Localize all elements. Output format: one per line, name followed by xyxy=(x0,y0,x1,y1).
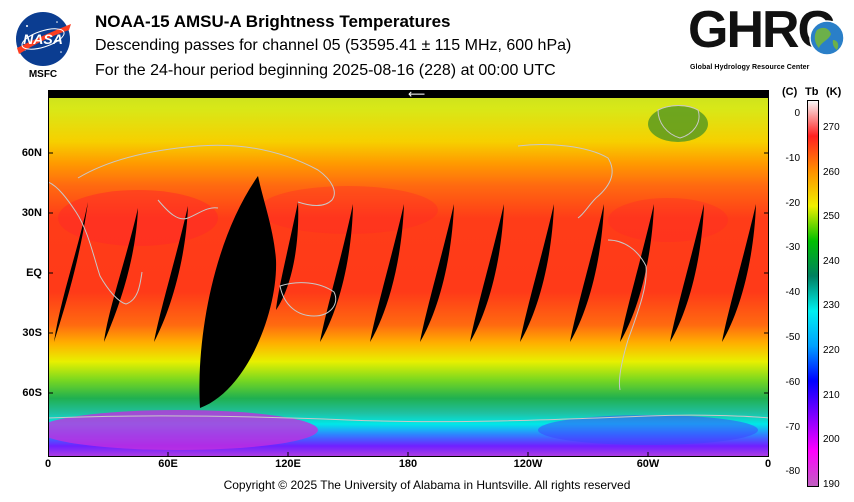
coastline-australia xyxy=(279,282,337,317)
swath-gap xyxy=(199,176,277,408)
globe-icon xyxy=(807,18,847,58)
coastline-arabia-india xyxy=(157,199,219,220)
colorbar-k-tick: 200 xyxy=(823,434,840,446)
colorbar xyxy=(807,100,819,487)
cold-region-greenland xyxy=(648,106,708,142)
lon-label-60w: 60W xyxy=(636,458,660,470)
colorbar-c-tick: -70 xyxy=(785,421,800,433)
colorbar-c-tick: -80 xyxy=(785,466,800,478)
swath-gap xyxy=(520,204,554,342)
nasa-logo: NASA xyxy=(13,10,73,68)
swath-gap xyxy=(370,204,404,342)
colorbar-c-tick: -40 xyxy=(785,287,800,299)
nasa-wordmark: NASA xyxy=(23,31,63,47)
colorbar-unit-k: (K) xyxy=(826,86,842,98)
period-text: For the 24-hour period beginning 2025-08… xyxy=(95,62,556,79)
brightness-map: ⟵ xyxy=(38,87,770,457)
swath-gap xyxy=(420,204,454,342)
swath-gap xyxy=(570,204,604,342)
colorbar-k-tick: 260 xyxy=(823,166,840,178)
no-data-band xyxy=(48,90,769,98)
arrow-left-icon: ⟵ xyxy=(408,90,425,101)
lon-label-60e: 60E xyxy=(158,458,178,470)
swath-gap xyxy=(320,204,353,342)
coastline-north-america xyxy=(517,144,613,219)
coastline-eurasia xyxy=(77,144,335,206)
swath-gaps xyxy=(54,176,756,408)
colorbar-c-tick: -20 xyxy=(785,197,800,209)
warm-region xyxy=(258,186,438,234)
colorbar-k-tick: 270 xyxy=(823,122,840,133)
lat-label-60s: 60S xyxy=(22,387,42,399)
swath-gap xyxy=(104,208,138,342)
coastline-antarctica xyxy=(47,414,770,423)
colorbar-k-tick: 230 xyxy=(823,300,840,312)
ghrc-wordmark: GHRC xyxy=(688,1,835,59)
nasa-label: MSFC xyxy=(28,69,58,80)
colorbar-c-tick: -10 xyxy=(785,152,800,164)
lon-label-0-east: 0 xyxy=(764,458,772,470)
lon-label-120w: 120W xyxy=(513,458,543,470)
swath-gap xyxy=(470,204,504,342)
lat-label-60n: 60N xyxy=(21,147,42,159)
colorbar-c-tick: -50 xyxy=(785,332,800,343)
lon-label-180: 180 xyxy=(398,458,418,470)
swath-gap xyxy=(620,204,654,342)
swath-gap xyxy=(670,204,704,342)
lat-label-30n: 30N xyxy=(21,207,42,219)
colorbar-c-tick: 0 xyxy=(794,108,800,119)
page-title: NOAA-15 AMSU-A Brightness Temperatures xyxy=(95,12,451,31)
ghrc-subtitle: Global Hydrology Resource Center xyxy=(690,64,810,71)
lat-label-eq: EQ xyxy=(26,267,42,279)
coastlines xyxy=(47,105,770,423)
coastline-south-america xyxy=(607,239,647,391)
warm-region xyxy=(608,198,728,242)
swath-gap xyxy=(276,202,299,310)
copyright-footer: Copyright © 2025 The University of Alaba… xyxy=(223,478,631,492)
colorbar-k-tick: 190 xyxy=(823,478,840,490)
warm-region xyxy=(58,190,218,246)
swath-gap xyxy=(154,206,188,342)
coastline-africa xyxy=(47,181,143,305)
colorbar-k-tick: 220 xyxy=(823,345,840,356)
cold-region-antarctica xyxy=(38,410,318,450)
map-ticks xyxy=(48,152,769,457)
colorbar-k-tick: 240 xyxy=(823,255,840,267)
colorbar-c-tick: -60 xyxy=(785,376,800,388)
lat-label-30s: 30S xyxy=(22,327,42,339)
lon-label-120e: 120E xyxy=(275,458,301,470)
colorbar-k-tick: 250 xyxy=(823,211,840,223)
colorbar-c-tick: -30 xyxy=(785,242,800,254)
lon-label-0: 0 xyxy=(44,458,52,470)
page-subtitle: Descending passes for channel 05 (53595.… xyxy=(95,37,572,54)
coastline-greenland xyxy=(657,105,700,139)
colorbar-unit-c: (C) xyxy=(782,86,798,98)
colorbar-k-tick: 210 xyxy=(823,389,840,401)
colorbar-label-tb: Tb xyxy=(805,86,819,98)
swath-gap xyxy=(722,204,756,342)
cold-region-antarctica xyxy=(538,415,758,445)
swath-gap xyxy=(54,202,88,342)
